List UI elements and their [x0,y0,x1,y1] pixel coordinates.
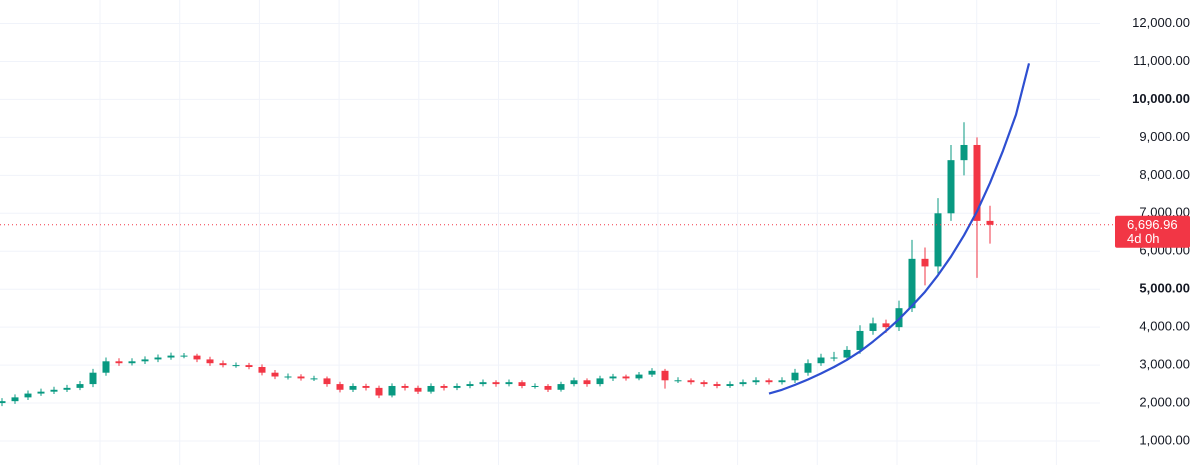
candle-body [830,357,838,359]
candle-body [934,213,942,267]
candle-body [960,144,968,161]
candle-body [713,384,721,386]
candle-body [37,391,45,394]
candle-body [583,380,591,385]
candle-body [921,258,929,267]
candle-body [440,385,448,388]
candle-body [167,355,175,358]
candle-body [778,380,786,383]
candle-body [609,376,617,379]
candle-body [297,376,305,379]
y-tick-label: 11,000.00 [1133,53,1190,68]
candle-body [128,361,136,364]
candle-body [258,367,266,373]
y-tick-label: 5,000.00 [1139,281,1190,296]
candle-body [908,258,916,309]
candle-body [115,361,123,364]
candle-body [375,387,383,396]
y-tick-label: 2,000.00 [1139,394,1190,409]
candle-body [544,385,552,390]
candle-body [401,385,409,388]
candle-body [310,378,318,380]
candle-body [804,363,812,373]
candle-body [739,382,747,385]
candle-body [466,384,474,386]
y-tick-label: 8,000.00 [1139,167,1190,182]
candle-body [635,374,643,379]
candle-body [11,397,19,402]
candle-body [869,323,877,331]
candle-body [700,382,708,385]
last-price-box [1115,215,1190,248]
candle-body [89,372,97,385]
candle-body [817,357,825,364]
candle-body [557,384,565,390]
candle-body [856,330,864,350]
candle-body [206,359,214,364]
candle-body [245,365,253,368]
candle-body [63,387,71,390]
candle-body [349,385,357,390]
candle-body [661,370,669,381]
last-price-label: 6,696.96 [1127,217,1178,232]
candle-body [687,380,695,383]
candle-body [50,389,58,392]
y-tick-label: 4,000.00 [1139,319,1190,334]
y-tick-label: 10,000.00 [1132,91,1190,106]
candle-body [492,382,500,385]
candle-body [596,378,604,385]
candle-body [141,359,149,362]
candle-body [752,380,760,383]
trend-curve [768,63,1031,395]
y-tick-label: 1,000.00 [1139,432,1190,447]
candle-body [76,384,84,388]
y-tick-label: 12,000.00 [1132,15,1190,30]
candle-body [973,144,981,221]
candle-body [180,355,188,357]
candle-body [232,365,240,367]
candle-body [947,160,955,214]
candle-body [427,385,435,392]
candle-body [518,382,526,386]
candle-body [284,376,292,378]
candle-body [414,387,422,392]
candle-body [0,401,6,404]
candle-body [505,382,513,385]
candle-body [453,385,461,388]
candle-body [791,372,799,381]
candle-body [882,323,890,328]
candle-body [154,357,162,360]
candle-body [570,380,578,385]
candle-body [24,393,32,398]
candle-body [362,385,370,388]
candle-body [726,384,734,386]
candle-body [674,380,682,382]
candle-body [648,370,656,375]
candle-body [843,349,851,358]
candle-body [388,385,396,396]
candle-body [765,380,773,383]
candle-body [531,385,539,387]
candle-body [479,382,487,385]
candle-body [271,372,279,377]
candle-body [986,220,994,225]
countdown-label: 4d 0h [1127,231,1160,246]
candle-body [219,363,227,366]
candle-body [323,378,331,385]
candle-body [193,355,201,360]
candle-body [102,361,110,373]
y-tick-label: 9,000.00 [1139,129,1190,144]
y-tick-label: 3,000.00 [1139,357,1190,372]
candle-body [622,376,630,379]
candle-body [336,384,344,390]
